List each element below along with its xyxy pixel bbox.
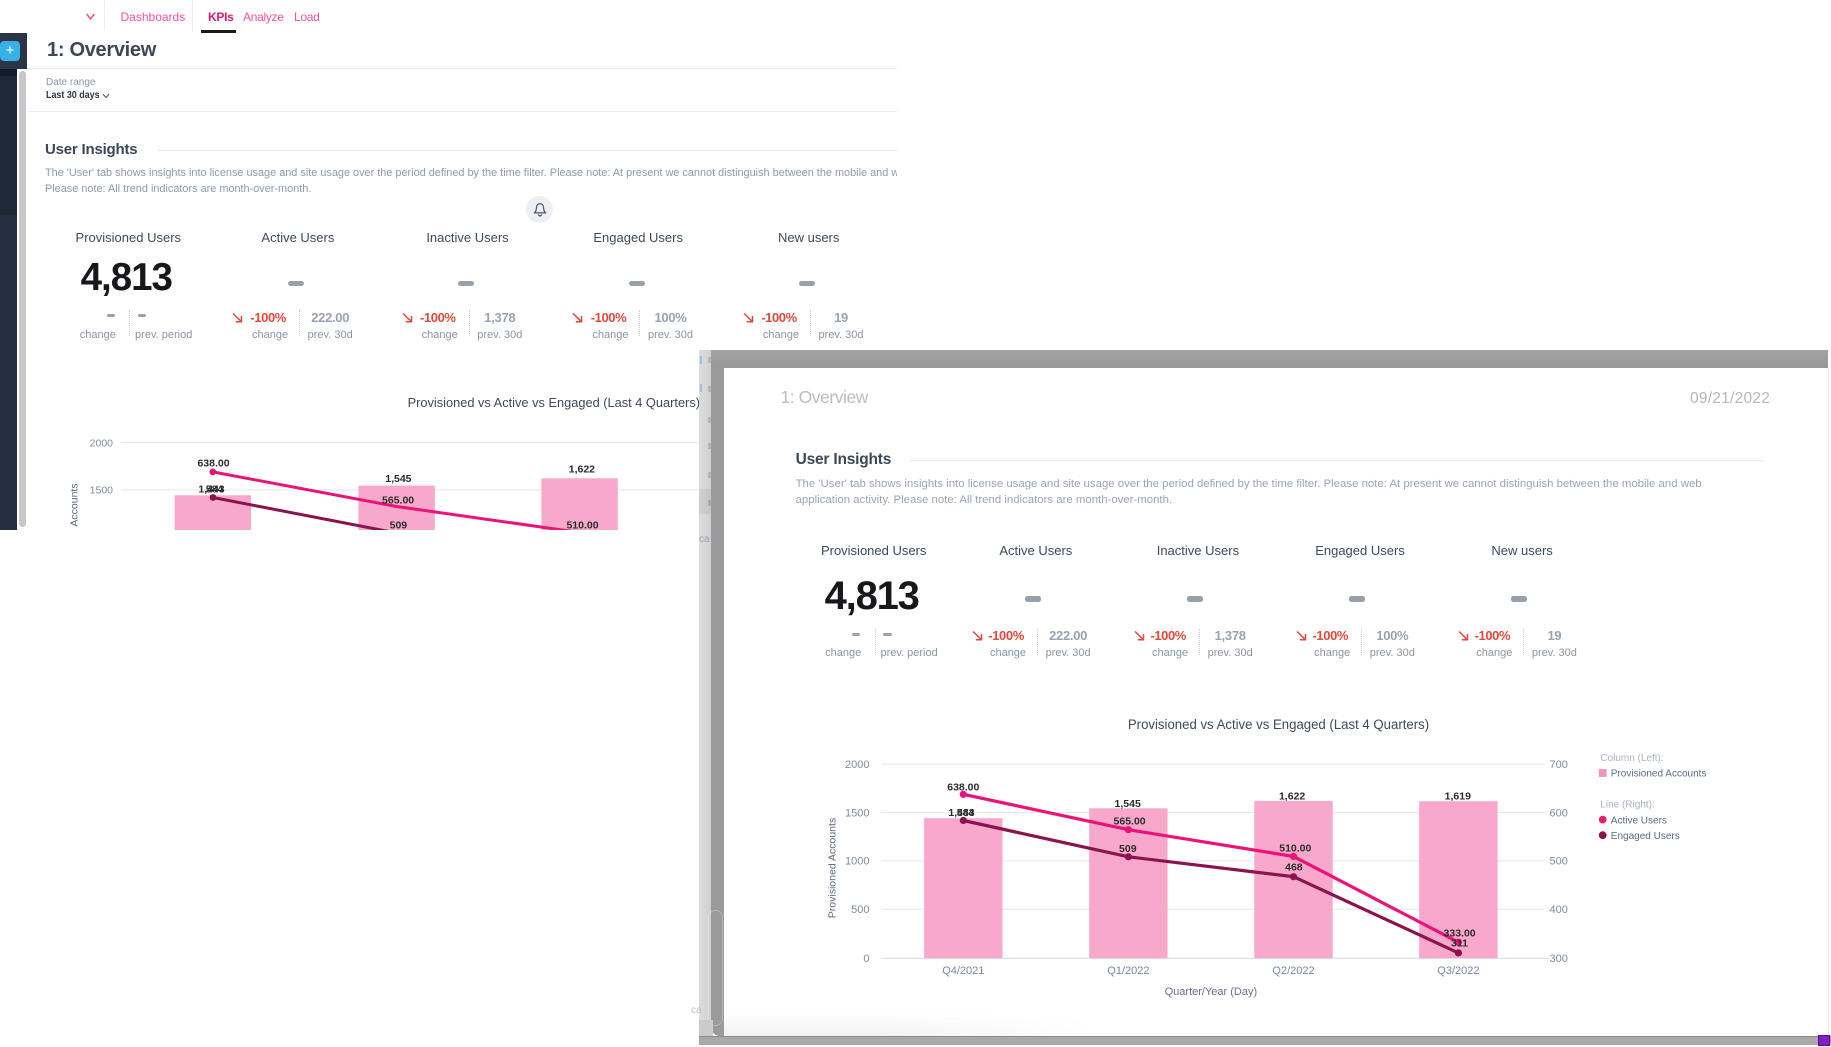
svg-text:300: 300 (1550, 953, 1568, 965)
svg-text:Line (Right):: Line (Right): (1600, 800, 1654, 811)
svg-text:Quarter/Year (Day): Quarter/Year (Day) (1165, 986, 1258, 998)
svg-text:500: 500 (851, 904, 869, 916)
svg-text:510.00: 510.00 (1279, 842, 1311, 854)
svg-text:Engaged Users: Engaged Users (1611, 831, 1680, 842)
svg-text:2000: 2000 (845, 759, 869, 771)
svg-text:638.00: 638.00 (947, 781, 979, 793)
svg-text:500: 500 (1550, 856, 1568, 868)
svg-text:638.00: 638.00 (197, 458, 229, 470)
svg-text:510.00: 510.00 (566, 520, 598, 531)
svg-text:400: 400 (1550, 904, 1568, 916)
svg-text:Provisioned vs Active vs Engag: Provisioned vs Active vs Engaged (Last 4… (408, 395, 700, 410)
svg-text:Q1/2022: Q1/2022 (1107, 965, 1149, 977)
svg-text:Provisioned Accounts: Provisioned Accounts (1611, 769, 1707, 780)
svg-text:Q3/2022: Q3/2022 (1437, 965, 1479, 977)
svg-text:Q2/2022: Q2/2022 (1272, 965, 1314, 977)
svg-text:1,545: 1,545 (1115, 798, 1141, 810)
svg-text:1,619: 1,619 (1445, 791, 1471, 803)
svg-text:Column (Left):: Column (Left): (1600, 753, 1663, 764)
svg-text:Active Users: Active Users (1611, 816, 1667, 827)
svg-text:Accounts: Accounts (69, 483, 81, 526)
svg-text:600: 600 (1550, 807, 1568, 819)
svg-text:333.00: 333.00 (1444, 928, 1476, 940)
svg-text:311: 311 (1451, 937, 1468, 949)
svg-text:Q4/2021: Q4/2021 (942, 965, 984, 977)
svg-text:584: 584 (206, 484, 224, 496)
svg-text:565.00: 565.00 (1114, 816, 1146, 828)
svg-text:565.00: 565.00 (382, 495, 414, 507)
svg-text:584: 584 (957, 807, 975, 819)
svg-text:1,622: 1,622 (569, 464, 595, 476)
svg-text:0: 0 (863, 953, 869, 965)
svg-text:Provisioned Accounts: Provisioned Accounts (827, 818, 839, 918)
svg-text:1,443: 1,443 (948, 807, 974, 819)
svg-text:1500: 1500 (845, 807, 869, 819)
svg-text:1,545: 1,545 (385, 473, 411, 485)
svg-text:1500: 1500 (90, 485, 114, 497)
svg-text:1,443: 1,443 (198, 484, 224, 496)
svg-text:1,622: 1,622 (1279, 791, 1305, 803)
svg-text:Provisioned vs Active vs Engag: Provisioned vs Active vs Engaged (Last 4… (1128, 717, 1429, 732)
svg-text:2000: 2000 (90, 437, 114, 449)
svg-text:700: 700 (1550, 759, 1568, 771)
svg-text:509: 509 (1119, 843, 1137, 855)
svg-text:468: 468 (1285, 862, 1303, 874)
svg-text:509: 509 (390, 520, 408, 531)
svg-text:1000: 1000 (845, 856, 869, 868)
